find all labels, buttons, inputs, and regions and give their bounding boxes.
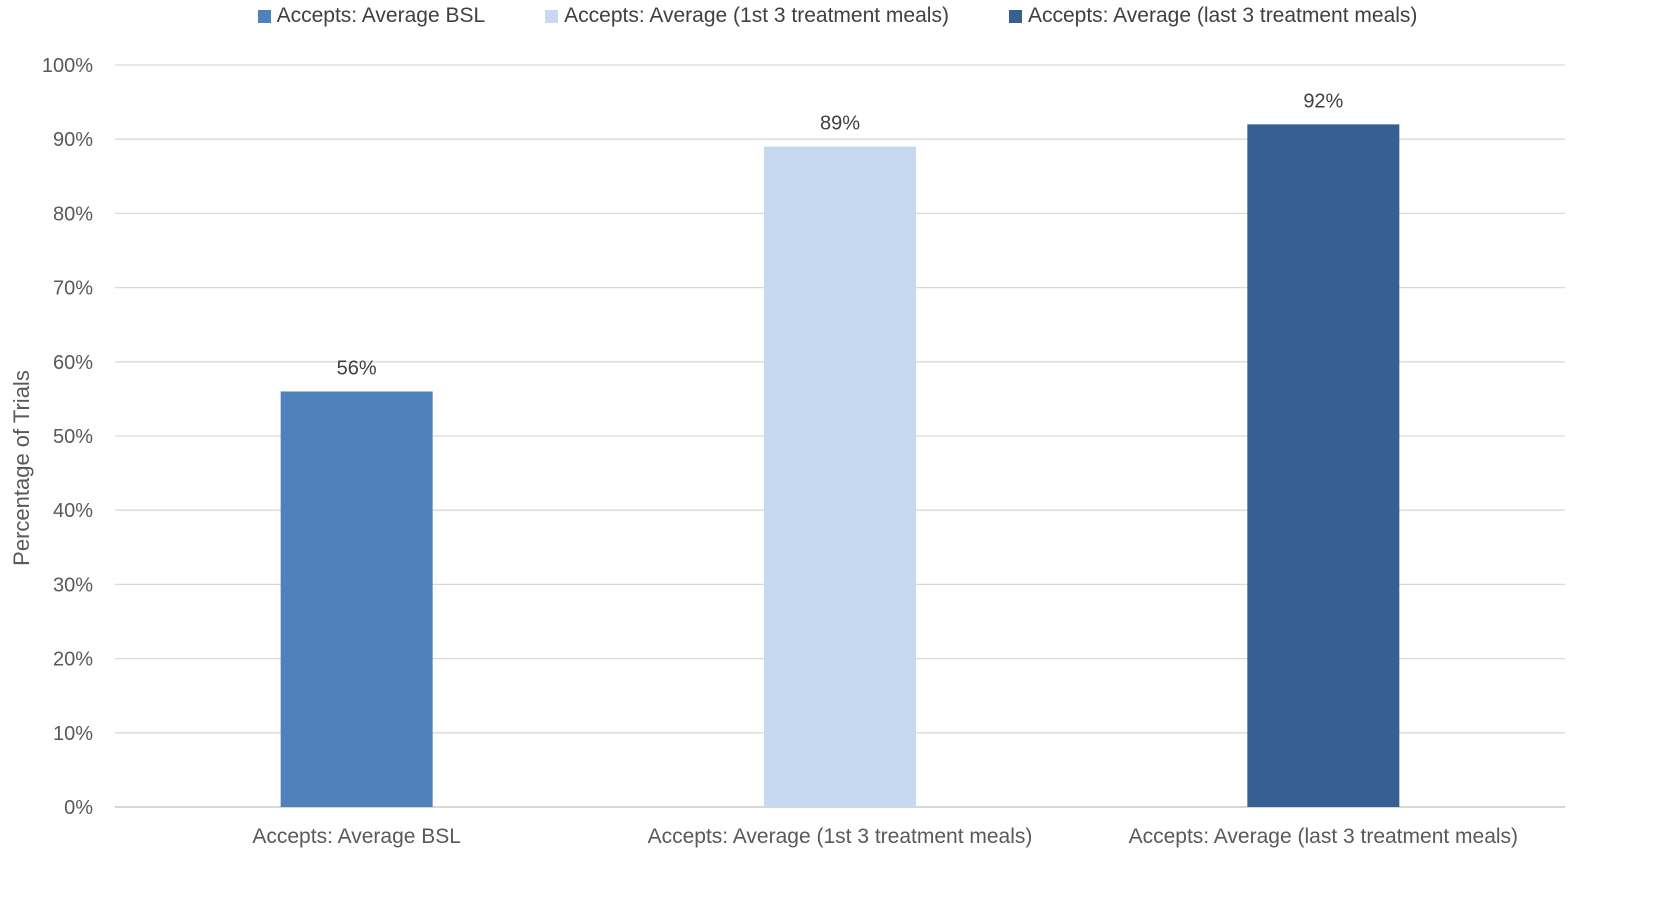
legend: Accepts: Average BSL Accepts: Average (1… — [0, 4, 1675, 28]
y-tick-label: 50% — [53, 426, 93, 448]
bar — [280, 391, 433, 807]
x-tick-label: Accepts: Average (last 3 treatment meals… — [1129, 825, 1518, 848]
legend-swatch — [257, 9, 271, 23]
bar — [764, 146, 916, 807]
legend-label: Accepts: Average BSL — [276, 4, 486, 27]
y-tick-label: 100% — [42, 55, 93, 77]
bar — [1247, 124, 1400, 808]
y-tick-label: 90% — [53, 129, 93, 151]
legend-swatch — [1008, 9, 1022, 23]
legend-item: Accepts: Average (1st 3 treatment meals) — [545, 4, 949, 28]
x-tick-label: Accepts: Average (1st 3 treatment meals) — [648, 825, 1033, 848]
legend-swatch — [545, 9, 559, 23]
y-tick-label: 30% — [53, 574, 93, 596]
y-tick-label: 10% — [53, 723, 93, 745]
y-tick-label: 40% — [53, 500, 93, 522]
data-label: 56% — [337, 357, 377, 379]
y-tick-label: 60% — [53, 352, 93, 374]
legend-label: Accepts: Average (last 3 treatment meals… — [1027, 4, 1418, 27]
y-tick-label: 20% — [53, 649, 93, 671]
y-tick-label: 80% — [53, 203, 93, 225]
legend-label: Accepts: Average (1st 3 treatment meals) — [564, 4, 949, 27]
data-label: 92% — [1303, 90, 1343, 112]
data-label: 89% — [820, 113, 860, 135]
legend-item: Accepts: Average (last 3 treatment meals… — [1008, 4, 1418, 28]
legend-item: Accepts: Average BSL — [257, 4, 486, 28]
x-tick-label: Accepts: Average BSL — [252, 825, 461, 848]
y-tick-label: 70% — [53, 278, 93, 300]
y-tick-label: 0% — [64, 797, 93, 819]
